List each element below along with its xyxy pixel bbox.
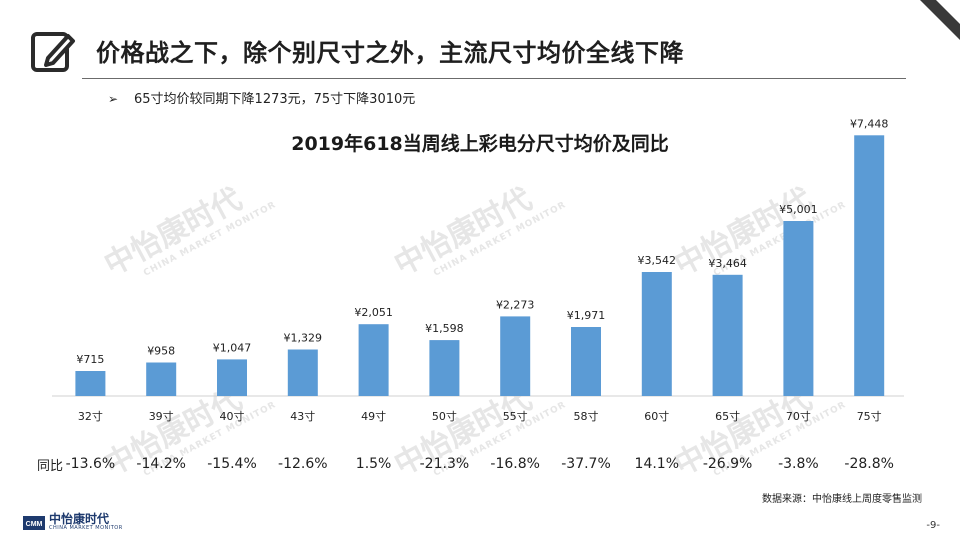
yoy-label: 同比 <box>37 459 64 474</box>
x-tick-label: 65寸 <box>715 409 740 423</box>
bar-70寸 <box>783 221 814 396</box>
yoy-value: -16.8% <box>490 456 540 472</box>
yoy-value: -15.4% <box>207 456 257 472</box>
x-tick-label: 32寸 <box>78 409 103 423</box>
data-label: ¥1,598 <box>425 322 464 335</box>
data-label: ¥2,273 <box>496 298 535 311</box>
yoy-value: -12.6% <box>278 456 328 472</box>
logo-text: 中怡康时代 <box>49 512 110 526</box>
yoy-value: -37.7% <box>561 456 611 472</box>
yoy-value: -3.8% <box>778 456 819 472</box>
page-number: -9- <box>926 520 940 531</box>
company-logo: CMM 中怡康时代 CHINA MARKET MONITOR <box>22 510 142 536</box>
data-source: 数据来源：中怡康线上周度零售监测 <box>762 494 922 505</box>
bar-43寸 <box>287 349 318 396</box>
bar-58寸 <box>571 327 601 396</box>
x-tick-label: 39寸 <box>149 409 174 423</box>
edit-note-icon <box>31 32 75 72</box>
bullet-point: ➢ 65寸均价较同期下降1273元，75寸下降3010元 <box>108 88 415 107</box>
x-tick-label: 58寸 <box>574 409 599 423</box>
chart-title: 2019年618当周线上彩电分尺寸均价及同比 <box>291 133 669 155</box>
arrow-bullet-icon: ➢ <box>108 92 119 106</box>
yoy-value: -28.8% <box>844 456 894 472</box>
svg-text:CMM: CMM <box>26 521 43 528</box>
yoy-value: -14.2% <box>136 456 186 472</box>
corner-decoration-inner <box>936 0 960 24</box>
data-label: ¥2,051 <box>354 306 393 319</box>
x-tick-label: 75寸 <box>857 409 882 423</box>
data-label: ¥3,542 <box>638 254 677 267</box>
data-label: ¥958 <box>147 345 175 358</box>
bar-32寸 <box>75 371 106 396</box>
data-label: ¥1,047 <box>213 341 252 354</box>
bar-49寸 <box>358 324 389 396</box>
bar-65寸 <box>712 274 743 396</box>
bar-75寸 <box>854 135 885 397</box>
bar-40寸 <box>217 359 247 396</box>
data-label: ¥5,001 <box>779 203 818 216</box>
logo-subtext: CHINA MARKET MONITOR <box>49 525 123 531</box>
title-divider <box>82 78 906 79</box>
x-tick-label: 40寸 <box>220 409 245 423</box>
bar-39寸 <box>146 362 177 396</box>
yoy-value: -13.6% <box>65 456 116 472</box>
yoy-value: 14.1% <box>634 456 680 472</box>
bar-55寸 <box>500 316 531 396</box>
data-label: ¥7,448 <box>850 117 889 130</box>
x-tick-label: 60寸 <box>644 409 669 423</box>
data-label: ¥715 <box>76 353 104 366</box>
x-tick-label: 70寸 <box>786 409 811 423</box>
page-title: 价格战之下，除个别尺寸之外，主流尺寸均价全线下降 <box>96 39 684 67</box>
data-label: ¥1,971 <box>567 309 606 322</box>
bar-60寸 <box>641 272 672 396</box>
cmm-logo-icon: CMM <box>23 516 45 530</box>
data-label: ¥3,464 <box>708 257 747 270</box>
x-tick-label: 49寸 <box>361 409 386 423</box>
bar-50寸 <box>429 340 460 396</box>
data-label: ¥1,329 <box>284 332 323 345</box>
x-tick-label: 43寸 <box>290 409 315 423</box>
yoy-value: -21.3% <box>419 456 470 472</box>
x-tick-label: 50寸 <box>432 409 457 423</box>
yoy-value: -26.9% <box>702 456 753 472</box>
x-tick-label: 55寸 <box>503 409 528 423</box>
yoy-value: 1.5% <box>355 456 392 472</box>
bullet-text: 65寸均价较同期下降1273元，75寸下降3010元 <box>134 92 416 107</box>
